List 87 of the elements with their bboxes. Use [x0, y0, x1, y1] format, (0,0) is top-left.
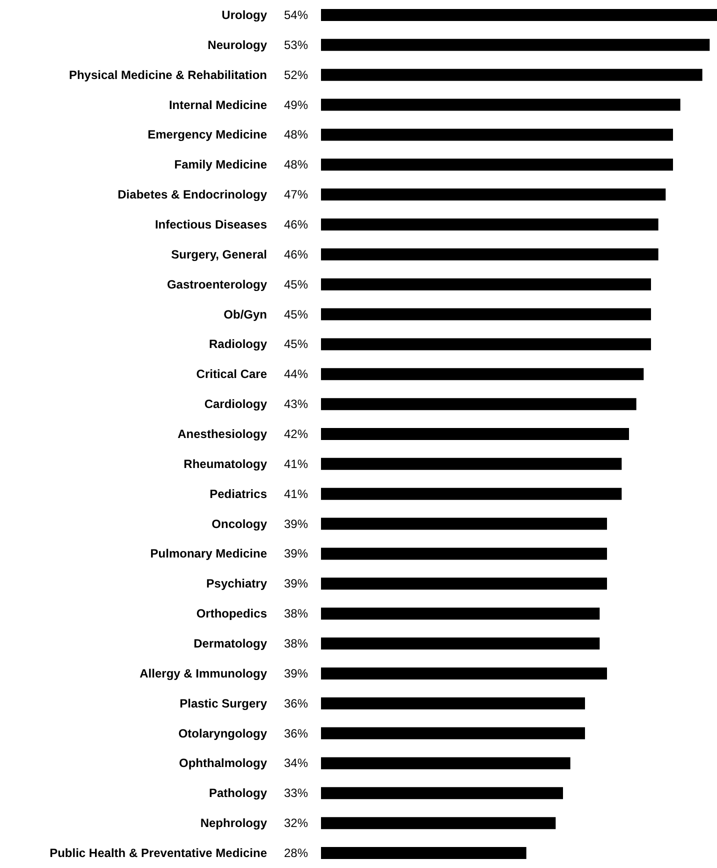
y-tick-label: Nephrology: [200, 816, 268, 830]
bar: [321, 98, 680, 111]
y-tick-label: Family Medicine: [174, 158, 268, 172]
bar: [321, 38, 710, 51]
y-tick-label: Pathology: [208, 786, 268, 800]
bar: [321, 667, 607, 680]
bar: [321, 638, 600, 650]
bar: [321, 458, 622, 470]
bar: [321, 697, 585, 710]
bar: [321, 488, 622, 500]
data-label: 52%: [284, 68, 308, 82]
data-label: 45%: [284, 277, 308, 292]
data-label: 49%: [284, 98, 308, 112]
data-label: 45%: [284, 337, 308, 352]
y-tick-label: Public Health & Preventative Medicine: [50, 846, 268, 860]
y-tick-label: Allergy & Immunology: [140, 666, 268, 680]
bar: [321, 428, 629, 440]
y-tick-label: Critical Care: [196, 367, 268, 382]
data-label: 53%: [284, 38, 308, 52]
bar: [321, 338, 651, 350]
y-tick-label: Radiology: [208, 337, 268, 352]
y-tick-label: Cardiology: [204, 397, 268, 412]
data-label: 41%: [284, 456, 308, 471]
bar: [321, 308, 651, 320]
bar: [321, 398, 636, 410]
data-label: 45%: [284, 307, 308, 322]
data-label: 44%: [284, 367, 308, 382]
y-tick-label: Otolaryngology: [178, 726, 268, 740]
bar: [321, 68, 702, 81]
bar: [321, 847, 526, 860]
data-label: 36%: [284, 696, 308, 710]
data-label: 46%: [284, 247, 308, 262]
y-tick-label: Ob/Gyn: [224, 307, 267, 322]
y-tick-label: Diabetes & Endocrinology: [118, 188, 268, 202]
bar: [321, 218, 658, 230]
y-tick-label: Dermatology: [194, 636, 268, 651]
data-label: 39%: [284, 576, 308, 591]
bar: [321, 128, 673, 141]
y-tick-label: Gastroenterology: [166, 277, 268, 292]
y-tick-label: Pulmonary Medicine: [150, 546, 268, 561]
bar: [321, 578, 607, 590]
data-label: 42%: [284, 427, 308, 441]
y-tick-label: Surgery, General: [171, 247, 267, 262]
data-label: 32%: [284, 816, 308, 830]
data-label: 38%: [284, 606, 308, 621]
data-label: 39%: [284, 546, 308, 561]
bar: [321, 727, 585, 740]
y-tick-label: Pediatrics: [210, 486, 268, 501]
data-label: 48%: [284, 128, 308, 142]
data-label: 54%: [284, 8, 308, 22]
bar: [321, 548, 607, 560]
y-tick-label: Emergency Medicine: [148, 128, 268, 142]
data-label: 43%: [284, 397, 308, 412]
y-tick-label: Internal Medicine: [168, 98, 268, 112]
bar: [321, 817, 556, 830]
bar: [321, 787, 563, 800]
data-label: 38%: [284, 636, 308, 651]
y-tick-label: Neurology: [208, 38, 268, 52]
y-tick-label: Plastic Surgery: [180, 696, 268, 710]
bar: [321, 368, 644, 380]
y-tick-label: Psychiatry: [206, 576, 268, 591]
bar: [321, 248, 658, 260]
bar: [321, 518, 607, 530]
data-label: 46%: [284, 217, 308, 232]
y-tick-label: Oncology: [212, 516, 268, 531]
y-tick-label: Urology: [222, 8, 268, 22]
data-label: 34%: [284, 756, 308, 770]
bar: [321, 608, 600, 620]
bar: [321, 158, 673, 171]
bar: [321, 8, 717, 21]
y-tick-label: Infectious Diseases: [154, 217, 268, 232]
y-tick-label: Ophthalmology: [179, 756, 268, 770]
bar: [321, 188, 666, 201]
data-label: 28%: [284, 846, 308, 860]
data-label: 36%: [284, 726, 308, 740]
data-label: 41%: [284, 486, 308, 501]
y-tick-label: Rheumatology: [184, 456, 268, 471]
y-tick-label: Anesthesiology: [178, 427, 268, 441]
data-label: 39%: [284, 666, 308, 680]
bar: [321, 757, 570, 770]
y-tick-label: Physical Medicine & Rehabilitation: [68, 68, 267, 82]
data-label: 47%: [284, 188, 308, 202]
y-tick-label: Orthopedics: [196, 606, 268, 621]
data-label: 39%: [284, 516, 308, 531]
data-label: 33%: [284, 786, 308, 800]
data-label: 48%: [284, 158, 308, 172]
bar: [321, 278, 651, 290]
